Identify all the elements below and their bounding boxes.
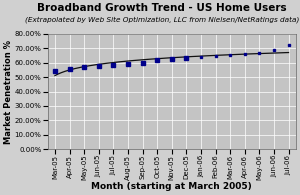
Y-axis label: Market Penetration %: Market Penetration % xyxy=(4,40,13,144)
X-axis label: Month (starting at March 2005): Month (starting at March 2005) xyxy=(92,182,252,191)
Text: Broadband Growth Trend - US Home Users: Broadband Growth Trend - US Home Users xyxy=(37,3,287,13)
Text: (Extrapolated by Web Site Optimization, LLC from Nielsen/NetRatings data): (Extrapolated by Web Site Optimization, … xyxy=(25,17,299,23)
